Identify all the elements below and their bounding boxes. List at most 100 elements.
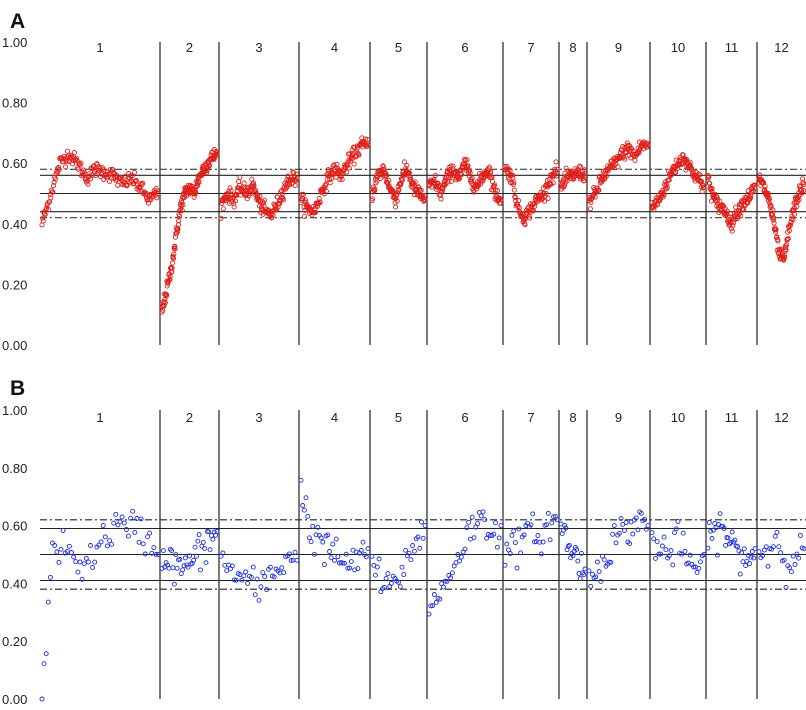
data-point: [323, 188, 329, 194]
panel-b-label: B: [10, 377, 25, 400]
data-point: [89, 172, 95, 178]
data-point: [42, 211, 48, 218]
data-point: [397, 584, 403, 590]
data-point: [277, 200, 283, 207]
data-point: [719, 202, 725, 208]
data-point: [110, 167, 116, 173]
data-point: [679, 551, 684, 557]
data-point: [169, 269, 175, 275]
data-point: [661, 534, 667, 540]
data-point: [347, 565, 353, 571]
data-point: [659, 543, 665, 549]
data-point: [475, 521, 481, 527]
data-point: [161, 302, 167, 308]
data-point: [517, 211, 523, 217]
data-point: [565, 543, 571, 549]
data-point: [418, 187, 424, 193]
data-point: [582, 167, 588, 173]
data-point: [444, 578, 450, 584]
data-point: [381, 584, 387, 590]
data-point: [553, 159, 559, 165]
data-point: [193, 553, 199, 559]
data-point: [167, 273, 173, 280]
data-point: [615, 164, 621, 170]
data-point: [687, 552, 693, 558]
data-point: [140, 541, 146, 547]
data-point: [776, 544, 782, 550]
data-point: [373, 572, 378, 578]
data-point: [620, 143, 626, 149]
data-point: [245, 580, 251, 586]
data-point: [506, 166, 512, 172]
data-point: [447, 173, 453, 179]
data-point: [741, 546, 747, 552]
data-point: [491, 531, 497, 537]
data-point: [455, 552, 461, 557]
data-point: [335, 554, 341, 560]
data-point: [415, 534, 421, 540]
data-point: [261, 203, 267, 209]
data-point: [735, 544, 740, 550]
data-point: [770, 217, 776, 223]
data-point: [752, 182, 758, 188]
data-point: [516, 208, 522, 214]
data-point: [381, 164, 387, 170]
data-point: [778, 550, 784, 556]
data-point: [690, 169, 696, 175]
panel-a-label: A: [10, 10, 25, 33]
data-point: [545, 510, 551, 516]
data-point: [350, 150, 356, 156]
data-point: [670, 562, 676, 568]
data-point: [734, 216, 740, 222]
data-point: [582, 172, 588, 178]
data-point: [747, 561, 753, 567]
data-point: [40, 218, 46, 224]
data-point: [260, 570, 266, 576]
data-point: [697, 172, 703, 178]
data-point: [348, 155, 354, 161]
data-point: [231, 204, 237, 210]
data-point: [288, 558, 294, 563]
data-point: [563, 165, 569, 171]
data-point: [323, 181, 329, 187]
data-point: [547, 537, 553, 543]
data-point: [623, 520, 629, 525]
data-point: [180, 567, 186, 573]
data-point: [422, 523, 428, 529]
data-point: [575, 558, 581, 564]
data-point: [54, 549, 60, 555]
data-point: [521, 532, 527, 538]
data-point: [66, 543, 72, 549]
data-point: [371, 188, 378, 194]
data-point: [462, 546, 468, 552]
data-point: [174, 565, 180, 571]
data-point: [498, 200, 504, 206]
data-point: [801, 181, 806, 187]
data-point: [290, 169, 296, 175]
data-point: [633, 515, 639, 521]
data-point: [155, 552, 161, 557]
data-point: [724, 208, 730, 214]
data-point: [635, 527, 641, 533]
data-point: [50, 183, 57, 189]
data-point: [708, 528, 714, 534]
data-point: [196, 532, 202, 538]
data-point: [568, 175, 574, 181]
data-point: [478, 513, 484, 519]
data-point: [706, 174, 712, 180]
data-point: [783, 247, 789, 253]
data-point: [39, 696, 45, 702]
data-point: [511, 187, 517, 193]
data-point: [687, 159, 693, 165]
data-point: [709, 188, 715, 194]
data-point: [310, 523, 316, 529]
data-point: [96, 542, 102, 548]
data-point: [123, 527, 129, 532]
data-point: [496, 535, 502, 541]
data-point: [279, 565, 285, 571]
data-point: [241, 573, 247, 579]
data-point: [682, 548, 688, 554]
data-point: [239, 577, 245, 583]
data-point: [83, 555, 89, 561]
data-point: [787, 222, 793, 228]
